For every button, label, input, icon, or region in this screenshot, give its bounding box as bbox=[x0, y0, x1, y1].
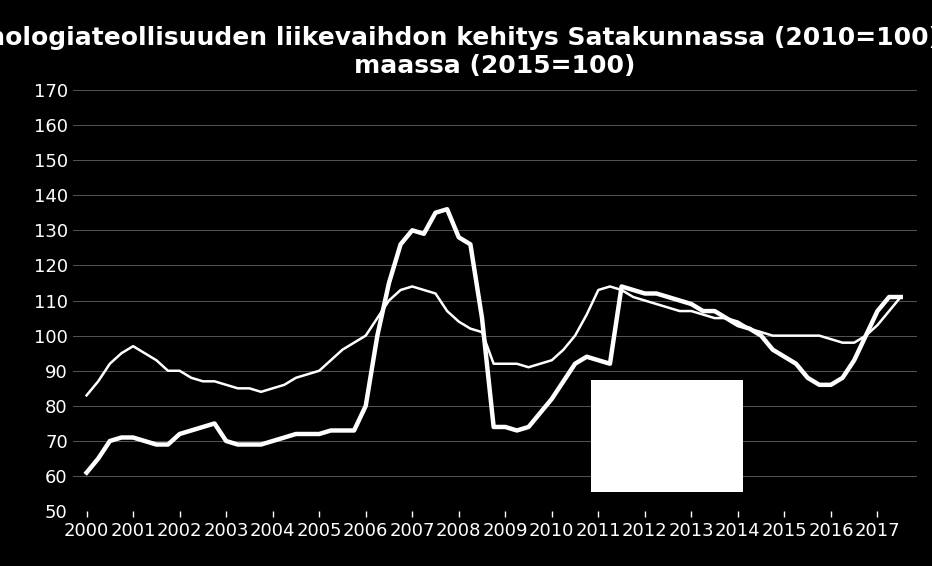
Bar bbox=[591, 380, 743, 492]
Title: Teknologiateollisuuden liikevaihdon kehitys Satakunnassa (2010=100) ja koko
maas: Teknologiateollisuuden liikevaihdon kehi… bbox=[0, 27, 932, 78]
